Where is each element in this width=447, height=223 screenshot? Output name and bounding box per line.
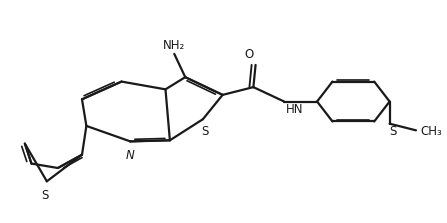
Text: CH₃: CH₃: [420, 125, 442, 138]
Text: O: O: [245, 47, 253, 60]
Text: N: N: [126, 149, 135, 162]
Text: S: S: [201, 125, 209, 138]
Text: HN: HN: [287, 103, 304, 116]
Text: S: S: [389, 125, 396, 138]
Text: S: S: [41, 189, 48, 202]
Text: NH₂: NH₂: [163, 39, 186, 52]
